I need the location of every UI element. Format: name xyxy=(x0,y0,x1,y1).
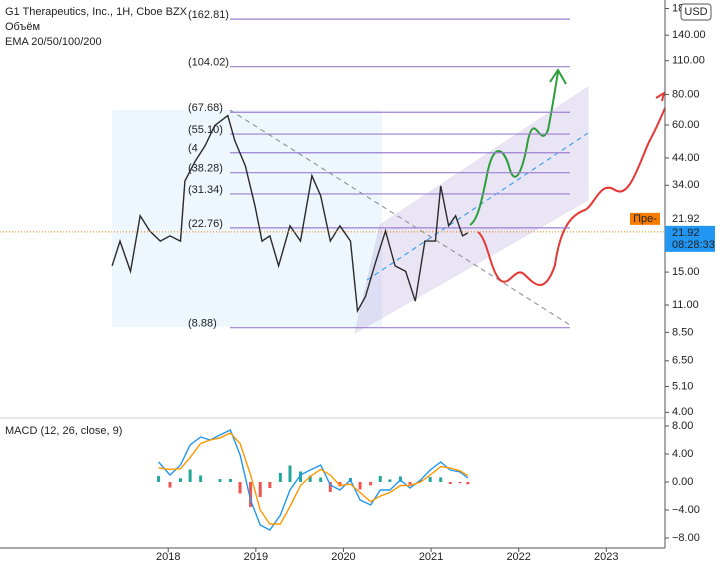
macd-histogram-bar xyxy=(178,478,182,482)
fib-label: (22.76) xyxy=(188,218,223,230)
macd-histogram-bar xyxy=(288,465,292,482)
y-tick-label: 80.00 xyxy=(672,88,700,100)
series-line xyxy=(111,114,469,314)
macd-histogram-bar xyxy=(188,469,192,482)
macd-histogram-bar xyxy=(419,479,423,482)
macd-histogram-bar xyxy=(369,481,373,486)
macd-histogram-bar xyxy=(388,479,392,482)
macd-histogram-bar xyxy=(378,475,382,482)
macd-histogram-bar xyxy=(218,479,222,482)
fib-label: (8.88) xyxy=(188,318,217,330)
macd-histogram-bar xyxy=(308,475,312,482)
y-tick-label: 140.00 xyxy=(672,29,706,41)
y-tick-label: 44.00 xyxy=(672,152,700,164)
macd-title: MACD (12, 26, close, 9) xyxy=(5,425,122,437)
macd-histogram-bar xyxy=(299,471,303,482)
macd-histogram-bar xyxy=(466,481,470,485)
macd-histogram-bar xyxy=(338,481,342,487)
x-tick-label: 2020 xyxy=(331,551,355,563)
bull-projection xyxy=(469,71,559,226)
x-tick-label: 2018 xyxy=(156,551,180,563)
macd-histogram-bar xyxy=(358,481,362,490)
macd-histogram-bar xyxy=(157,475,161,482)
y-tick-label: 11.00 xyxy=(672,299,699,311)
countdown-label: 08:28:33 xyxy=(672,239,715,251)
fib-label: (104.02) xyxy=(188,57,229,69)
macd-histogram-bar xyxy=(268,481,272,489)
volume-label: Объём xyxy=(5,21,40,33)
bull-arrow xyxy=(549,68,567,85)
macd-histogram-bar xyxy=(448,481,452,485)
series-line xyxy=(158,432,469,525)
premarket-tag xyxy=(630,212,660,225)
macd-histogram-bar xyxy=(408,481,412,485)
x-tick-label: 2023 xyxy=(594,551,618,563)
y-tick-label: 4.00 xyxy=(672,406,693,418)
macd-histogram-bar xyxy=(238,481,242,494)
currency-label: USD xyxy=(684,6,707,18)
last-price-label: 21.92 xyxy=(672,227,700,239)
x-tick-label: 2019 xyxy=(244,551,268,563)
y-tick-label: −8.00 xyxy=(672,532,700,544)
macd-histogram-bar xyxy=(458,481,462,484)
indicator-label: EMA 20/50/100/200 xyxy=(5,36,102,48)
y-tick-label: 4.00 xyxy=(672,448,693,460)
macd-histogram-bar xyxy=(228,478,232,482)
x-tick-label: 2021 xyxy=(419,551,443,563)
macd-histogram-bar xyxy=(428,477,432,482)
macd-histogram-bar xyxy=(319,477,323,482)
trend-line xyxy=(229,109,571,326)
last-price-tag xyxy=(665,225,715,252)
fib-label: (55.10) xyxy=(188,124,223,136)
y-tick-label: −4.00 xyxy=(672,504,700,516)
fib-label: (4 xyxy=(188,143,198,155)
fib-label: (67.68) xyxy=(188,102,223,114)
volume-profile-area xyxy=(112,110,382,327)
y-tick-label: 5.10 xyxy=(672,380,693,392)
premarket-label: Пре- xyxy=(633,213,657,225)
x-tick-label: 2022 xyxy=(506,551,530,563)
bear-arrow xyxy=(655,90,666,102)
y-tick-label: 15.00 xyxy=(672,266,700,278)
bear-projection xyxy=(477,107,666,286)
trend-channel xyxy=(354,86,589,335)
macd-histogram-bar xyxy=(168,481,172,488)
premarket-price: 21.92 xyxy=(672,213,700,225)
chart-title: G1 Therapeutics, Inc., 1Н, Cboe BZX xyxy=(5,6,188,18)
currency-badge xyxy=(680,3,712,21)
y-tick-label: 8.50 xyxy=(672,326,693,338)
fib-label: (31.34) xyxy=(188,184,223,196)
macd-histogram-bar xyxy=(199,475,203,482)
macd-histogram-bar xyxy=(328,481,332,492)
macd-histogram-bar xyxy=(439,477,443,482)
macd-histogram-bar xyxy=(278,472,282,482)
macd-histogram-bar xyxy=(258,481,262,497)
y-tick-label: 34.00 xyxy=(672,179,700,191)
fib-label: (162.81) xyxy=(188,9,229,21)
fib-label: (38.28) xyxy=(188,163,223,175)
y-tick-label: 0.00 xyxy=(672,476,693,488)
y-tick-label: 6.50 xyxy=(672,355,693,367)
macd-histogram-bar xyxy=(249,481,253,507)
y-tick-label: 110.00 xyxy=(672,55,705,67)
y-tick-label: 8.00 xyxy=(672,420,693,432)
y-tick-label: 60.00 xyxy=(672,119,700,131)
